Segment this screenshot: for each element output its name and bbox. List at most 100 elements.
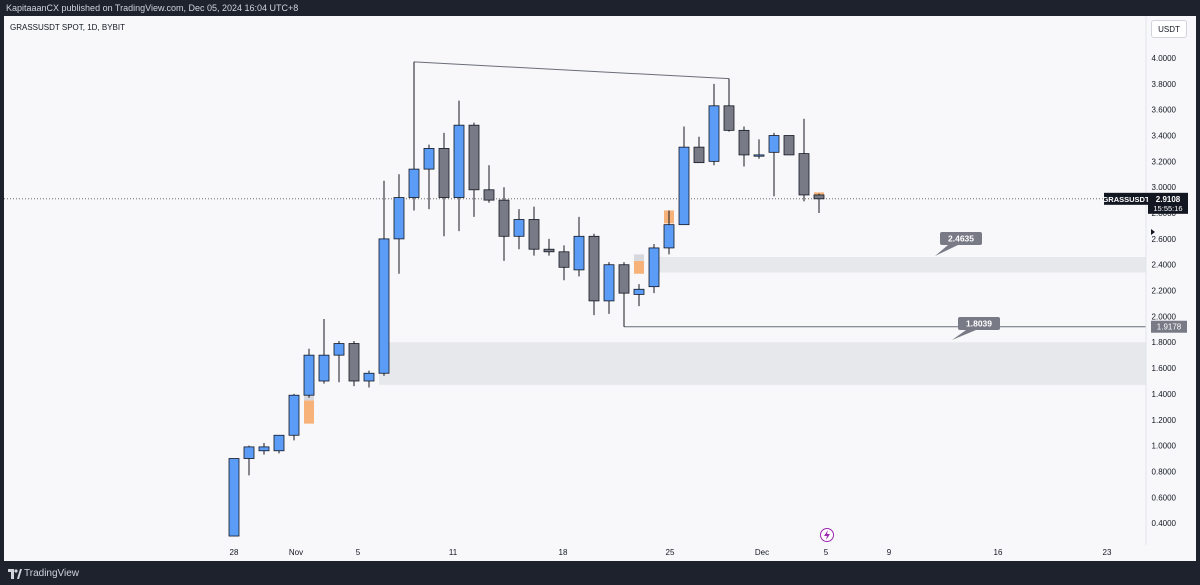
candle-20: [528, 206, 540, 256]
candle-body: [393, 197, 405, 240]
y-tick-label: 0.8000: [1152, 467, 1177, 476]
x-tick-label: 5: [824, 548, 829, 557]
symbol-tag-label: GRASSUSDT: [1102, 195, 1150, 204]
candle-0: [228, 458, 240, 537]
x-tick-label: 25: [666, 548, 675, 557]
level-tag-box: [1151, 320, 1187, 333]
candle-14: [438, 132, 450, 237]
candle-body: [243, 446, 255, 459]
callout-box: [958, 317, 1000, 330]
candle-1: [243, 445, 255, 476]
candle-body: [468, 124, 480, 191]
callout-box: [940, 232, 982, 245]
candle-26: [618, 262, 630, 327]
candle-body: [378, 238, 390, 374]
y-tick-label: 1.8000: [1152, 338, 1177, 347]
current-price-label: 2.9108: [1156, 195, 1181, 204]
axis-marker-icon: [1151, 229, 1155, 235]
candle-37: [783, 135, 795, 156]
footer-bar: TradingView: [0, 563, 1200, 585]
imbalance-5: [634, 254, 644, 261]
y-tick-label: 3.8000: [1152, 80, 1177, 89]
trendlines-layer: [4, 61, 1146, 328]
candle-body: [723, 105, 735, 131]
candle-body: [483, 189, 495, 201]
candle-11: [393, 174, 405, 274]
time-axis: 28 Nov 5 11 18 25 Dec 5 9 16 23: [230, 548, 1112, 557]
zone-callout-0: 2.4635: [935, 232, 982, 256]
candle-body: [513, 219, 525, 237]
candle-body: [558, 251, 570, 268]
x-tick-label: 5: [356, 548, 361, 557]
candle-body: [303, 354, 315, 396]
candle-17: [483, 165, 495, 203]
candle-body: [678, 146, 690, 226]
candle-29: [663, 210, 675, 255]
y-tick-label: 3.6000: [1152, 106, 1177, 115]
candle-body: [693, 146, 705, 164]
candle-body: [708, 105, 720, 162]
y-tick-label: 1.4000: [1152, 390, 1177, 399]
candle-body: [228, 458, 240, 537]
candle-body: [258, 446, 270, 452]
chart-area[interactable]: [4, 16, 1196, 561]
x-tick-label: 28: [230, 548, 239, 557]
y-tick-label: 1.0000: [1152, 442, 1177, 451]
zone-0: [649, 256, 1146, 273]
candle-body: [543, 248, 555, 253]
y-tick-label: 2.6000: [1152, 235, 1177, 244]
candle-body: [333, 343, 345, 356]
candle-body: [363, 372, 375, 382]
symbol-tag-box: [1104, 192, 1148, 205]
currency-button[interactable]: USDT: [1151, 20, 1187, 38]
y-tick-label: 0.4000: [1152, 519, 1177, 528]
y-tick-label: 2.0000: [1152, 312, 1177, 321]
publisher-bar: KapitaaanCX published on TradingView.com…: [6, 3, 299, 13]
zone-callout-1: 1.8039: [952, 317, 1000, 340]
candle-body: [348, 343, 360, 382]
candle-body: [273, 434, 285, 452]
candle-body: [753, 154, 765, 157]
x-tick-label: 16: [994, 548, 1003, 557]
zones-layer: [379, 256, 1146, 385]
candle-3: [273, 434, 285, 454]
candle-8: [348, 340, 360, 387]
lightning-icon: [820, 528, 834, 542]
candle-body: [798, 153, 810, 196]
lightning-icon-bolt: [824, 530, 830, 540]
footer-brand: TradingView: [24, 568, 80, 579]
candle-10: [378, 180, 390, 376]
callout-pointer: [935, 245, 958, 256]
candle-body: [603, 264, 615, 302]
level-tag-label: 1.9178: [1157, 323, 1182, 332]
candle-31: [693, 136, 705, 164]
candle-9: [363, 370, 375, 388]
x-tick-label: Dec: [755, 548, 769, 557]
callout-pointer: [952, 330, 976, 340]
candle-24: [588, 233, 600, 316]
candle-38: [798, 118, 810, 202]
candles-layer: [228, 61, 825, 537]
x-tick-label: 23: [1103, 548, 1112, 557]
y-tick-label: 2.2000: [1152, 287, 1177, 296]
candle-body: [528, 219, 540, 250]
candle-body: [648, 247, 660, 288]
x-tick-label: 18: [559, 548, 568, 557]
candle-19: [513, 209, 525, 250]
candle-body: [633, 288, 645, 295]
current-price-box: [1148, 192, 1188, 214]
y-tick-label: 1.6000: [1152, 364, 1177, 373]
zone-callout-label: 2.4635: [948, 234, 974, 244]
candle-4: [288, 393, 300, 441]
candle-18: [498, 187, 510, 261]
candle-7: [333, 340, 345, 383]
y-tick-label: 0.6000: [1152, 493, 1177, 502]
candle-32: [708, 83, 720, 166]
candle-5: [303, 348, 315, 398]
tradingview-logo-icon: [8, 569, 22, 579]
y-tick-label: 2.4000: [1152, 261, 1177, 270]
price-axis: 4.00003.80003.60003.40003.20003.00002.80…: [1145, 16, 1177, 545]
candle-30: [678, 126, 690, 226]
candle-15: [453, 100, 465, 232]
